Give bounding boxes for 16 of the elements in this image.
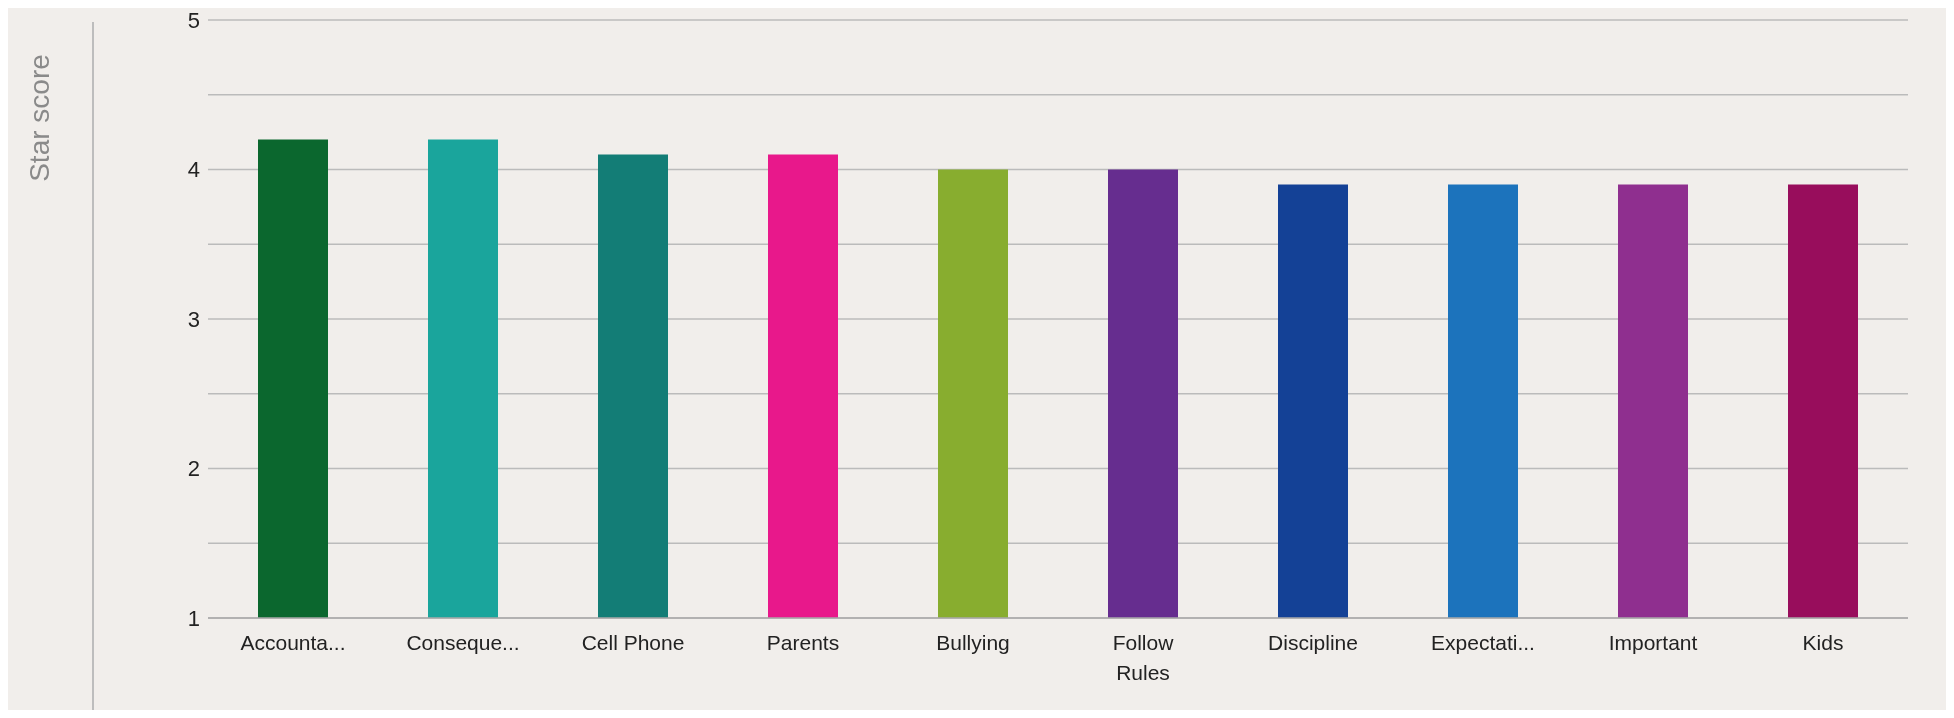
x-tick-label: Bullying <box>936 631 1010 654</box>
x-tick-label: Kids <box>1802 631 1844 654</box>
x-tick-label: Accounta... <box>240 631 346 654</box>
x-tick-label: Discipline <box>1268 631 1358 654</box>
y-tick-label: 2 <box>187 456 200 482</box>
x-tick-label: Parents <box>766 631 840 654</box>
y-tick-label: 5 <box>187 7 200 33</box>
x-tick-label: Cell Phone <box>581 631 685 654</box>
y-tick-label: 4 <box>187 157 200 183</box>
y-axis-title: Star score <box>24 54 56 182</box>
x-tick-label: Important <box>1608 631 1698 654</box>
x-tick-label: Conseque... <box>406 631 520 654</box>
y-tick-label: 3 <box>187 306 200 332</box>
x-tick-label: Follow Rules <box>1112 631 1175 684</box>
x-tick-label: Expectati... <box>1431 631 1535 654</box>
y-tick-label: 1 <box>187 605 200 631</box>
